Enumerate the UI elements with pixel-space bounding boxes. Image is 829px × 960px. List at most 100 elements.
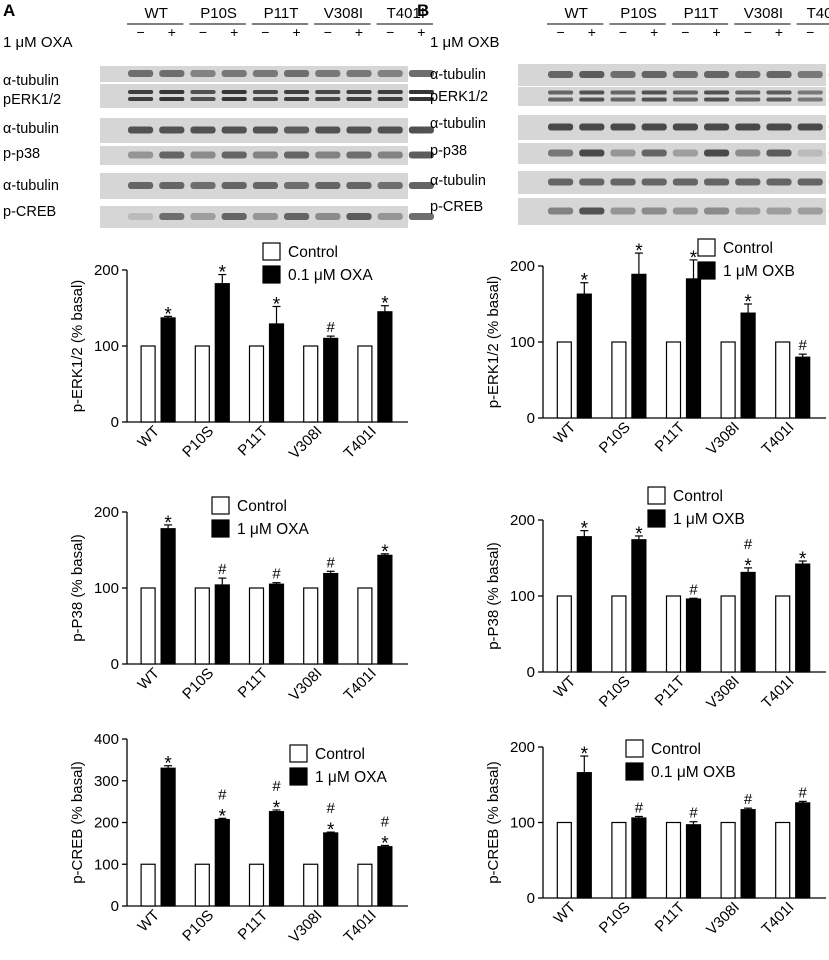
bar — [576, 293, 592, 419]
category-label: P10S — [596, 673, 634, 711]
bar — [685, 598, 702, 673]
bar — [775, 821, 791, 899]
blot-band — [735, 71, 761, 78]
blot-band — [377, 126, 403, 134]
blot-band — [159, 90, 185, 94]
bar-chart-2: 0 100 200 300 400 p-CREB (% basal) * WT * # P10S * #… — [69, 731, 408, 947]
blot-band — [735, 123, 761, 131]
legend-swatch — [211, 496, 230, 515]
significance-mark: # — [327, 319, 336, 336]
blot-band — [766, 123, 792, 131]
blot-band — [704, 178, 730, 186]
blot-row-label: p-p38 — [3, 146, 40, 162]
y-tick-label: 0 — [527, 890, 535, 907]
blot-band — [766, 149, 792, 157]
blot-band — [128, 213, 154, 220]
lane-sign: − — [744, 24, 752, 40]
bar — [740, 571, 756, 673]
significance-mark: * — [381, 294, 389, 315]
blot-band — [128, 70, 154, 77]
blot-strip — [518, 143, 826, 164]
lane-sign: + — [168, 24, 176, 40]
category-label: T401I — [758, 673, 797, 712]
category-label: WT — [134, 423, 163, 452]
significance-mark: * — [219, 806, 227, 827]
blot-band — [408, 151, 434, 159]
bar — [631, 817, 647, 899]
bar — [194, 863, 210, 907]
blot-band — [579, 207, 605, 215]
blot-band — [641, 123, 667, 131]
blot-band — [221, 90, 247, 94]
blot-band — [548, 178, 574, 186]
blot-band — [797, 90, 823, 95]
bar — [611, 341, 627, 419]
blot-band — [797, 178, 823, 186]
lane-sign: − — [324, 24, 332, 40]
bar — [611, 821, 627, 899]
bar — [303, 863, 319, 907]
bar — [357, 587, 373, 665]
blot-band — [221, 97, 247, 101]
legend-swatch — [697, 261, 716, 280]
y-tick-label: 100 — [510, 334, 535, 351]
blot-band — [377, 182, 403, 189]
blot-band — [221, 126, 247, 134]
y-tick-label: 0 — [111, 898, 119, 915]
blot-band — [252, 97, 278, 101]
bar — [576, 772, 592, 899]
significance-mark: * — [219, 263, 227, 284]
blot-band — [190, 90, 216, 94]
category-label: T401I — [341, 907, 380, 946]
lane-sign: + — [293, 24, 301, 40]
bar — [611, 595, 627, 673]
significance-mark: # — [327, 800, 336, 817]
bar — [556, 341, 572, 419]
bar — [194, 345, 210, 423]
bar — [576, 536, 592, 673]
category-label: WT — [134, 665, 163, 694]
blot-band — [159, 151, 185, 159]
blot-row-label: p-CREB — [3, 204, 56, 220]
bar — [720, 821, 736, 899]
blot-band — [346, 151, 372, 159]
y-tick-label: 0 — [111, 656, 119, 673]
significance-mark: * — [635, 241, 643, 262]
blot-band — [346, 213, 372, 220]
blot-band — [408, 70, 434, 77]
legend-swatch — [262, 242, 281, 261]
blot-row-label: pERK1/2 — [3, 92, 61, 108]
bar — [303, 345, 319, 423]
blot-row-label: p-CREB — [430, 199, 483, 215]
blot-band — [704, 97, 730, 102]
lane-label: V308I — [324, 5, 363, 22]
category-label: P11T — [652, 673, 689, 710]
blot-band — [704, 71, 730, 78]
bar — [160, 767, 176, 907]
legend-label: Control — [651, 741, 701, 758]
legend-swatch — [289, 744, 308, 763]
significance-mark: * — [164, 754, 172, 775]
blot-strip — [100, 84, 408, 108]
legend-swatch — [289, 767, 308, 786]
lane-sign: − — [199, 24, 207, 40]
blot-band — [735, 149, 761, 157]
category-label: WT — [134, 907, 163, 936]
bar — [665, 821, 682, 899]
blot-band — [221, 151, 247, 159]
y-tick-label: 0 — [111, 414, 119, 431]
blot-band — [190, 97, 216, 101]
category-label: V308I — [703, 673, 743, 713]
blot-band — [672, 97, 698, 102]
blot-band — [315, 97, 341, 101]
significance-mark: * — [581, 519, 589, 540]
category-label: P11T — [235, 665, 272, 702]
legend-label: Control — [723, 240, 773, 257]
blot-strip — [518, 64, 826, 86]
blot-row-label: α-tubulin — [3, 178, 59, 194]
blot-band — [284, 97, 310, 101]
legend-swatch — [625, 762, 644, 781]
blot-band — [128, 97, 154, 101]
significance-mark: * — [381, 833, 389, 854]
blot-band — [408, 126, 434, 134]
